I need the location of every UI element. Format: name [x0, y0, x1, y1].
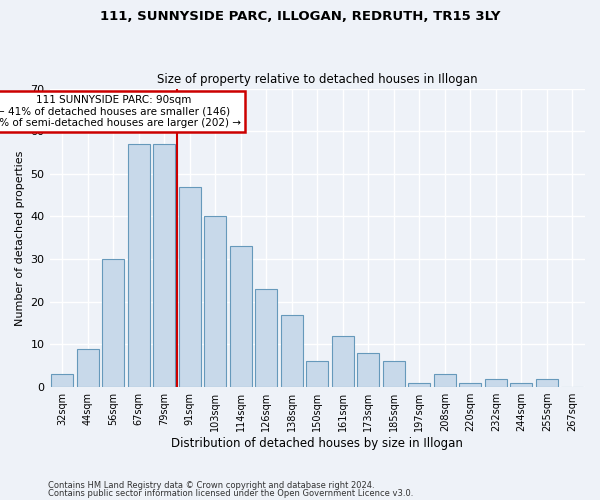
Bar: [307, 362, 328, 387]
Text: 111 SUNNYSIDE PARC: 90sqm
← 41% of detached houses are smaller (146)
57% of semi: 111 SUNNYSIDE PARC: 90sqm ← 41% of detac…: [0, 95, 241, 128]
Bar: [256, 289, 277, 387]
Bar: [205, 216, 226, 387]
Bar: [128, 144, 149, 387]
Bar: [154, 144, 175, 387]
Bar: [409, 383, 430, 387]
Bar: [179, 186, 200, 387]
Bar: [281, 314, 302, 387]
Bar: [77, 348, 98, 387]
Bar: [332, 336, 353, 387]
X-axis label: Distribution of detached houses by size in Illogan: Distribution of detached houses by size …: [172, 437, 463, 450]
Bar: [383, 362, 404, 387]
Bar: [103, 259, 124, 387]
Bar: [485, 378, 506, 387]
Text: 111, SUNNYSIDE PARC, ILLOGAN, REDRUTH, TR15 3LY: 111, SUNNYSIDE PARC, ILLOGAN, REDRUTH, T…: [100, 10, 500, 23]
Bar: [434, 374, 455, 387]
Bar: [52, 374, 73, 387]
Title: Size of property relative to detached houses in Illogan: Size of property relative to detached ho…: [157, 73, 478, 86]
Bar: [358, 353, 379, 387]
Text: Contains public sector information licensed under the Open Government Licence v3: Contains public sector information licen…: [48, 489, 413, 498]
Y-axis label: Number of detached properties: Number of detached properties: [15, 150, 25, 326]
Bar: [230, 246, 251, 387]
Bar: [511, 383, 532, 387]
Text: Contains HM Land Registry data © Crown copyright and database right 2024.: Contains HM Land Registry data © Crown c…: [48, 480, 374, 490]
Bar: [536, 378, 557, 387]
Bar: [460, 383, 481, 387]
